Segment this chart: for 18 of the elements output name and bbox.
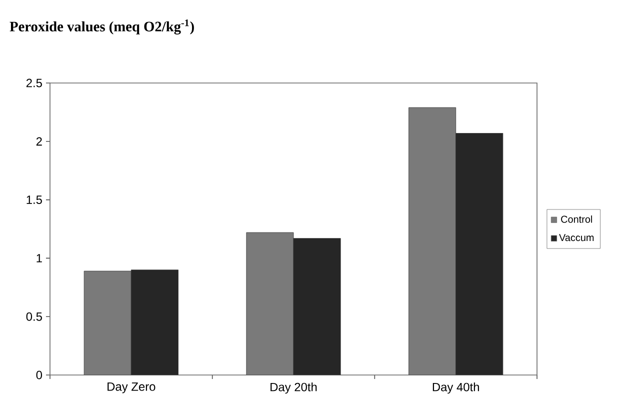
bar [246,232,294,375]
legend-label: Control [561,215,592,223]
bar [130,270,178,375]
legend-label: Vaccum [559,234,594,242]
y-tick-label: 1.5 [26,196,42,204]
x-tick-label: Day Zero [108,382,156,394]
y-tick-label: 0 [36,370,42,380]
y-tick-label: 2 [36,137,42,146]
bar [456,133,504,375]
x-tick-label: Day 40th [432,382,479,394]
y-tick-label: 1 [36,254,42,262]
bar [84,270,132,375]
bar [293,238,341,375]
x-tick-label: Day 20th [270,382,317,394]
y-tick-label: 0.5 [26,312,42,321]
chart-title: Peroxide values (meq O2/kg$^{-1}$) [10,20,194,34]
bar [408,107,456,375]
y-tick-label: 2.5 [26,78,42,88]
